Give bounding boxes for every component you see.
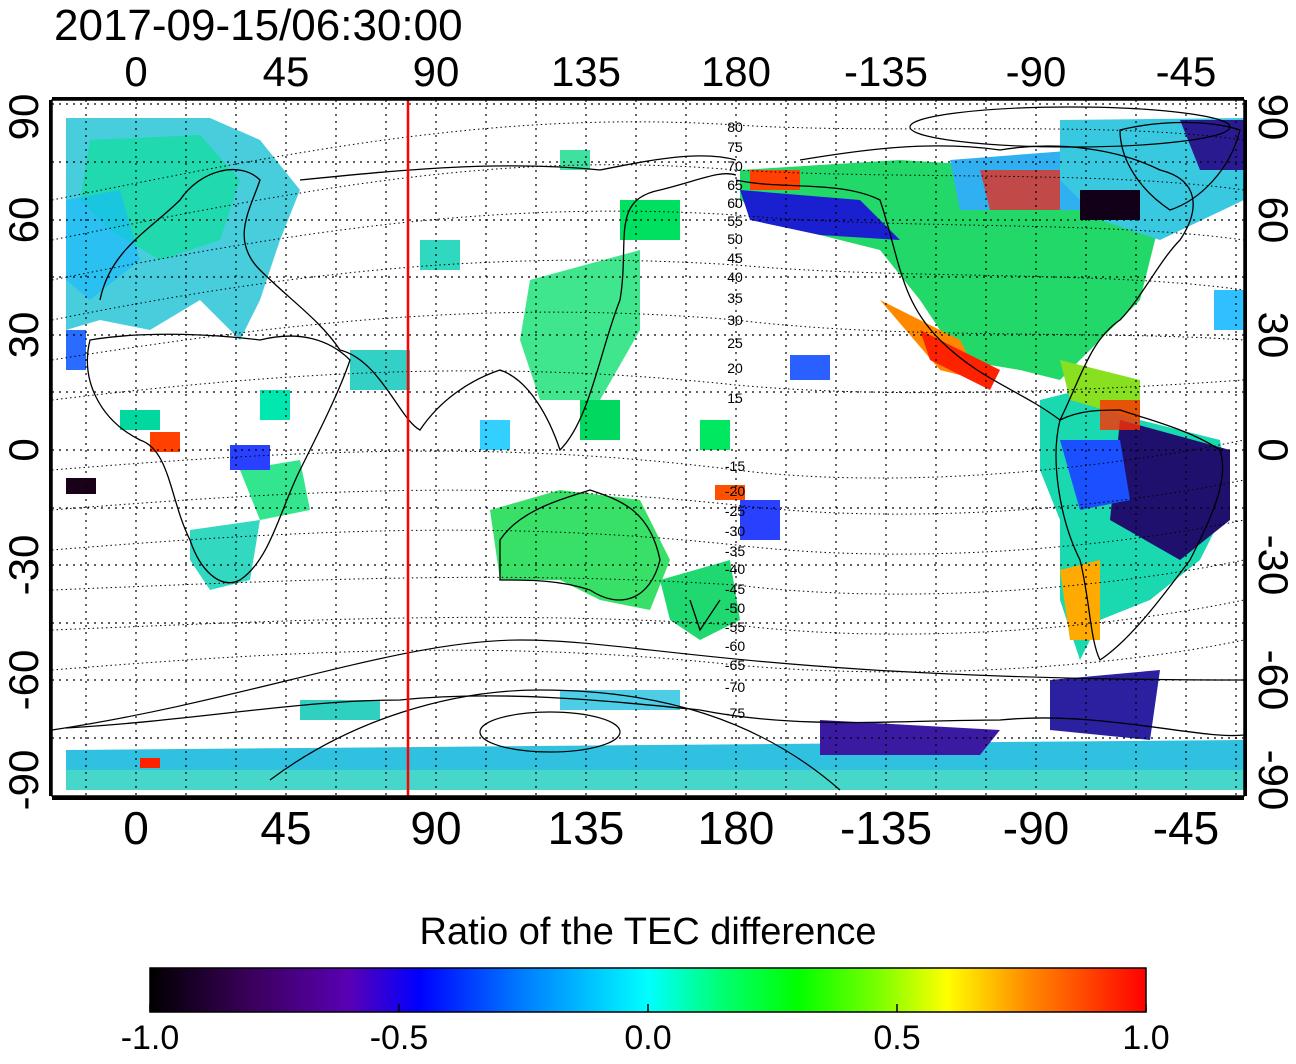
map-timestamp-title: 2017-09-15/06:30:00 xyxy=(54,1,463,50)
maglat-label: -25 xyxy=(725,503,745,519)
lat-tick-label: -30 xyxy=(0,535,47,596)
lon-tick-label: -90 xyxy=(1003,802,1069,854)
map-frame xyxy=(51,99,1245,797)
lat-tick-label: 90 xyxy=(0,94,47,141)
lat-tick-label: 30 xyxy=(1250,312,1296,359)
lon-tick-label: 135 xyxy=(548,802,625,854)
magnetic-latitude-contours xyxy=(52,121,1244,673)
magnetic-latitude-labels: 80 75 70 65 60 55 50 45 40 35 30 25 20 1… xyxy=(725,119,745,721)
top-longitude-axis: 0 45 90 135 180 -135 -90 -45 xyxy=(124,48,1216,95)
lat-tick-label: -60 xyxy=(1250,650,1296,711)
frame-right-bar xyxy=(1244,100,1247,796)
maglat-label: -60 xyxy=(725,638,745,654)
frame-top-bar xyxy=(52,97,1244,100)
maglat-label: 70 xyxy=(727,158,743,174)
maglat-label: 40 xyxy=(727,269,743,285)
graticule-grid xyxy=(52,100,1244,796)
colorbar-tick-label: -0.5 xyxy=(369,1019,429,1057)
lon-tick-label: 180 xyxy=(701,48,771,95)
maglat-label: -20 xyxy=(725,483,745,499)
lat-tick-label: 0 xyxy=(0,438,47,461)
lat-tick-label: 0 xyxy=(1250,438,1296,461)
maglat-label: 65 xyxy=(727,177,743,193)
left-latitude-axis: 90 60 30 0 -30 -60 -90 xyxy=(0,94,47,811)
maglat-label: -40 xyxy=(725,561,745,577)
maglat-label: -70 xyxy=(725,679,745,695)
lon-tick-label: -45 xyxy=(1153,802,1219,854)
coastlines xyxy=(65,121,1244,737)
colorbar-tick-label: 0.0 xyxy=(624,1019,672,1057)
lon-tick-label: -45 xyxy=(1156,48,1217,95)
lat-tick-label: -90 xyxy=(0,750,47,811)
maglat-label: 50 xyxy=(727,231,743,247)
frame-left-bar xyxy=(49,100,52,796)
lat-tick-label: 30 xyxy=(0,312,47,359)
bottom-longitude-axis: 0 45 90 135 180 -135 -90 -45 xyxy=(123,802,1219,854)
maglat-label: 60 xyxy=(727,195,743,211)
lat-tick-label: -60 xyxy=(0,650,47,711)
lat-tick-label: -30 xyxy=(1250,535,1296,596)
maglat-label: 20 xyxy=(727,360,743,376)
lon-tick-label: 45 xyxy=(260,802,311,854)
lon-tick-label: -135 xyxy=(844,48,928,95)
colorbar-tick-label: 0.5 xyxy=(873,1019,921,1057)
maglat-label: -45 xyxy=(725,581,745,597)
maglat-label: -50 xyxy=(725,600,745,616)
maglat-label: 45 xyxy=(727,250,743,266)
colorbar-title: Ratio of the TEC difference xyxy=(419,911,877,953)
maglat-label: -35 xyxy=(725,543,745,559)
right-latitude-axis: 90 60 30 0 -30 -60 -90 xyxy=(1250,94,1296,811)
maglat-label: 25 xyxy=(727,335,743,351)
maglat-label: 30 xyxy=(727,312,743,328)
lat-tick-label: 90 xyxy=(1250,94,1296,141)
maglat-label: -75 xyxy=(725,705,745,721)
lon-tick-label: 180 xyxy=(698,802,775,854)
lon-tick-label: 90 xyxy=(410,802,461,854)
maglat-label: -55 xyxy=(725,619,745,635)
tec-data-layer xyxy=(66,118,1244,790)
frame-bottom-bar xyxy=(52,796,1244,800)
lat-tick-label: 60 xyxy=(1250,197,1296,244)
colorbar-tick-label: 1.0 xyxy=(1122,1019,1170,1057)
colorbar-ticks xyxy=(149,1004,1147,1012)
lon-tick-label: -90 xyxy=(1006,48,1067,95)
maglat-label: 35 xyxy=(727,290,743,306)
lon-tick-label: 135 xyxy=(551,48,621,95)
lon-tick-label: 45 xyxy=(263,48,310,95)
lat-tick-label: 60 xyxy=(0,197,47,244)
lat-tick-label: -90 xyxy=(1250,750,1296,811)
lon-tick-label: 0 xyxy=(124,48,147,95)
maglat-label: 75 xyxy=(727,139,743,155)
map-plot-area: 80 75 70 65 60 55 50 45 40 35 30 25 20 1… xyxy=(52,100,1244,796)
maglat-label: 80 xyxy=(727,119,743,135)
maglat-label: -30 xyxy=(725,523,745,539)
colorbar-tick-label: -1.0 xyxy=(120,1019,180,1057)
maglat-label: -65 xyxy=(725,657,745,673)
maglat-label: 55 xyxy=(727,213,743,229)
lon-tick-label: -135 xyxy=(840,802,932,854)
maglat-label: -15 xyxy=(725,458,745,474)
lon-tick-label: 0 xyxy=(123,802,149,854)
maglat-label: 15 xyxy=(727,390,743,406)
lon-tick-label: 90 xyxy=(413,48,460,95)
